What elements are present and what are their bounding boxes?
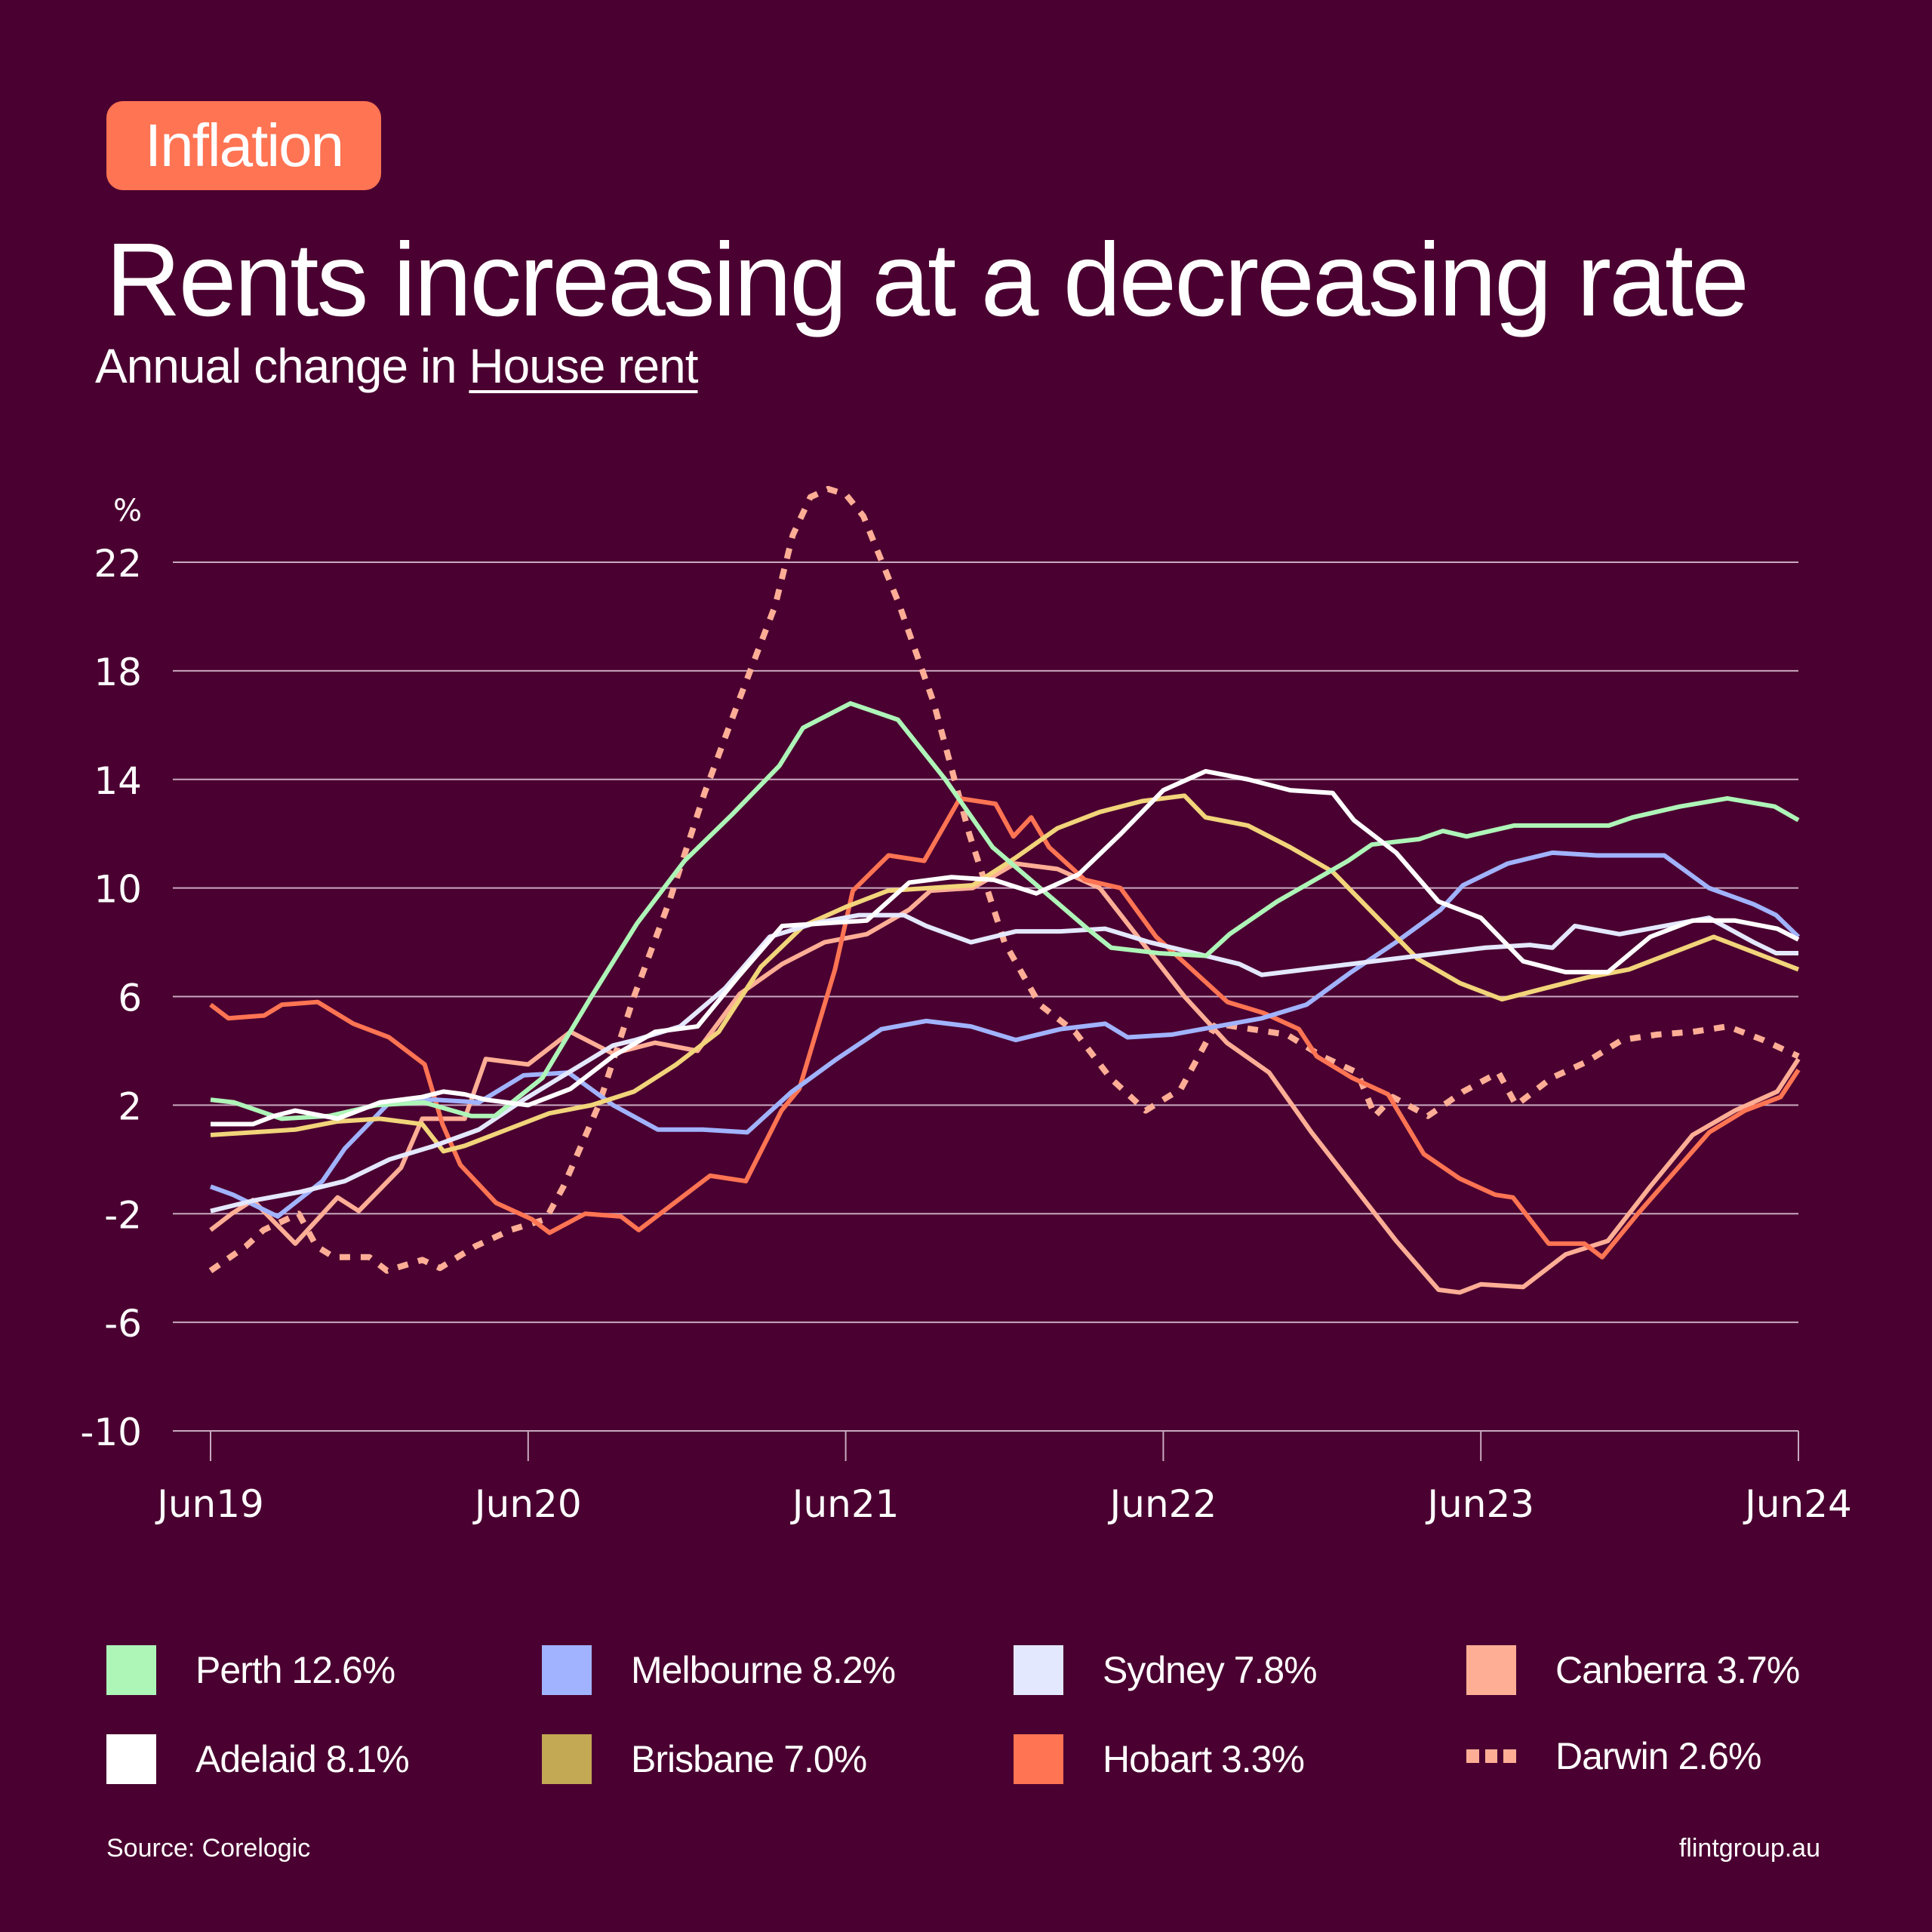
legend-label: Melbourne 8.2% bbox=[631, 1649, 896, 1691]
x-tick-label: Jun19 bbox=[155, 1482, 264, 1526]
legend-item-hobart: Hobart 3.3% bbox=[1014, 1734, 1305, 1784]
y-tick-label: 2 bbox=[118, 1084, 142, 1128]
legend-item-melbourne: Melbourne 8.2% bbox=[542, 1645, 896, 1695]
y-tick-label: -10 bbox=[80, 1411, 142, 1454]
chart-title: Rents increasing at a decreasing rate bbox=[106, 222, 1749, 338]
subtitle-prefix: Annual change in bbox=[95, 339, 469, 393]
legend-item-darwin: Darwin 2.6% bbox=[1466, 1734, 1761, 1778]
x-tick-label: Jun24 bbox=[1743, 1482, 1852, 1526]
house-rent-link[interactable]: House rent bbox=[469, 339, 698, 393]
series-line-melbourne bbox=[209, 850, 1801, 1219]
category-tag: Inflation bbox=[106, 101, 381, 190]
source-note: Source: Corelogic bbox=[106, 1834, 311, 1863]
legend-label: Darwin 2.6% bbox=[1555, 1735, 1761, 1777]
legend-item-canberra: Canberra 3.7% bbox=[1466, 1645, 1800, 1695]
color-swatch-icon bbox=[106, 1734, 156, 1784]
legend-item-adelaid: Adelaid 8.1% bbox=[106, 1734, 410, 1784]
site-url[interactable]: flintgroup.au bbox=[1678, 1834, 1820, 1863]
color-swatch-icon bbox=[1014, 1645, 1063, 1695]
color-swatch-icon bbox=[106, 1645, 156, 1695]
y-axis-unit: % bbox=[113, 494, 142, 528]
legend-label: Perth 12.6% bbox=[195, 1649, 395, 1691]
series-line-brisbane bbox=[210, 793, 1800, 1154]
x-tick-label: Jun21 bbox=[790, 1482, 900, 1526]
legend-label: Canberra 3.7% bbox=[1555, 1649, 1800, 1691]
x-tick-label: Jun20 bbox=[472, 1482, 582, 1526]
y-tick-label: 14 bbox=[94, 759, 142, 803]
y-tick-label: -6 bbox=[104, 1302, 142, 1346]
series-line-canberra bbox=[209, 861, 1801, 1295]
legend-label: Adelaid 8.1% bbox=[195, 1738, 410, 1780]
legend-item-perth: Perth 12.6% bbox=[106, 1645, 395, 1695]
color-swatch-icon bbox=[1466, 1645, 1516, 1695]
legend-label: Brisbane 7.0% bbox=[631, 1738, 867, 1780]
color-swatch-icon bbox=[1014, 1734, 1063, 1784]
series-line-hobart bbox=[209, 795, 1801, 1260]
dashed-line-swatch-icon bbox=[1466, 1749, 1517, 1763]
legend-item-sydney: Sydney 7.8% bbox=[1014, 1645, 1318, 1695]
series-line-darwin bbox=[208, 485, 1800, 1274]
series-line-sydney bbox=[210, 912, 1798, 1214]
y-tick-label: 22 bbox=[94, 542, 142, 586]
legend-item-brisbane: Brisbane 7.0% bbox=[542, 1734, 867, 1784]
legend-label: Sydney 7.8% bbox=[1103, 1649, 1318, 1691]
x-tick-label: Jun23 bbox=[1425, 1482, 1534, 1526]
x-tick-label: Jun22 bbox=[1108, 1482, 1217, 1526]
y-tick-label: -2 bbox=[104, 1193, 142, 1237]
color-swatch-icon bbox=[542, 1734, 592, 1784]
color-swatch-icon bbox=[542, 1645, 592, 1695]
legend-label: Hobart 3.3% bbox=[1103, 1738, 1305, 1780]
chart-subtitle: Annual change in House rent bbox=[95, 338, 698, 394]
series-line-adelaid bbox=[211, 768, 1800, 1127]
series-line-perth bbox=[210, 701, 1800, 1121]
y-tick-label: 6 bbox=[118, 977, 142, 1020]
y-tick-label: 18 bbox=[94, 651, 142, 694]
y-tick-label: 10 bbox=[94, 868, 142, 912]
